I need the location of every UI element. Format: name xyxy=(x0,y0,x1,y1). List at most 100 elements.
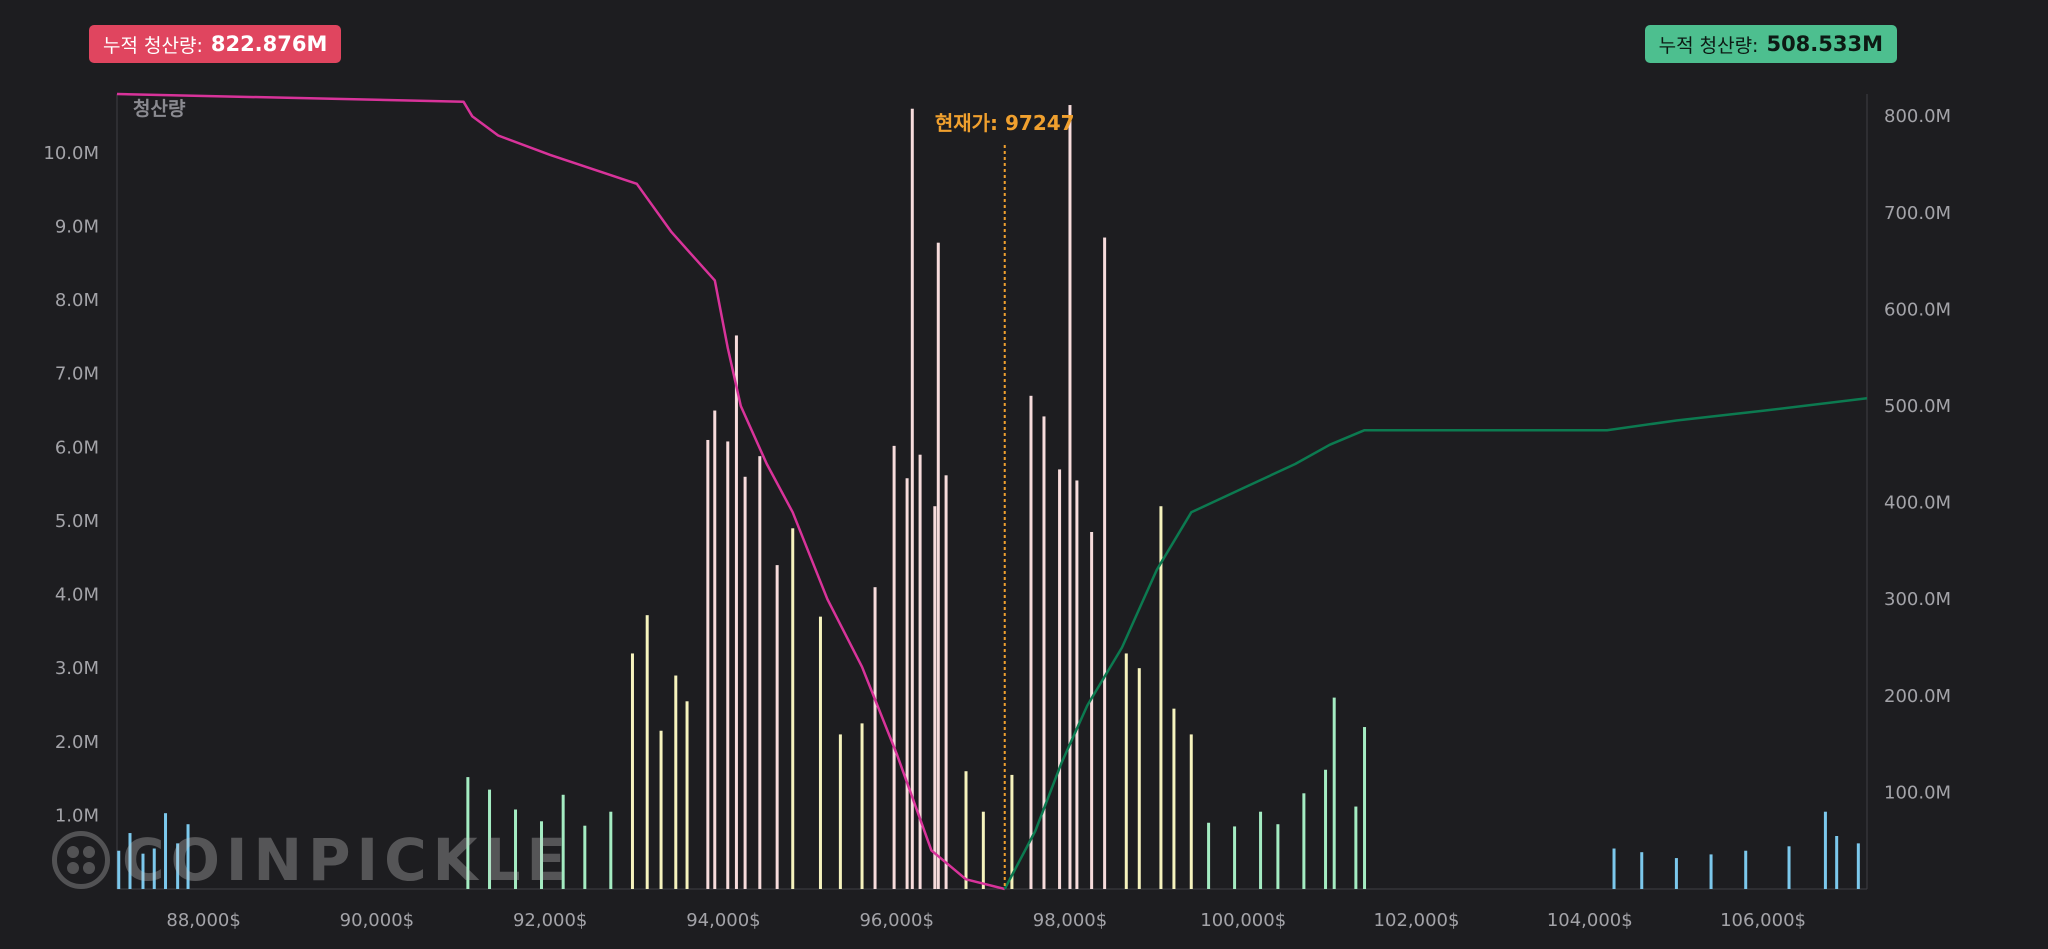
liquidation-bar xyxy=(1835,836,1839,889)
liquidation-bar xyxy=(176,843,180,889)
x-tick-label: 100,000$ xyxy=(1200,910,1286,931)
short-cumulative-value: 508.533M xyxy=(1766,32,1883,56)
current-price-label: 현재가: 97247 xyxy=(935,111,1075,135)
liquidation-bar xyxy=(726,441,730,889)
liquidation-bar xyxy=(1276,824,1280,889)
liquidation-bar xyxy=(186,824,190,889)
y-left-tick-label: 5.0M xyxy=(55,511,99,532)
y-left-tick-label: 6.0M xyxy=(55,437,99,458)
y-right-tick-label: 100.0M xyxy=(1884,782,1951,803)
cumulative-lines xyxy=(116,92,1868,891)
liquidation-bars xyxy=(117,105,1860,889)
y-left-tick-label: 2.0M xyxy=(55,732,99,753)
liquidation-bar xyxy=(514,809,518,889)
liquidation-bar xyxy=(1324,769,1328,889)
long-cumulative-line xyxy=(116,92,1006,891)
liquidation-bar xyxy=(818,616,822,889)
liquidation-bar xyxy=(944,475,948,889)
liquidation-bar xyxy=(1823,811,1827,889)
liquidation-bar xyxy=(141,853,145,889)
y-right-tick-label: 200.0M xyxy=(1884,686,1951,707)
chart-axes xyxy=(116,94,1868,890)
liquidation-bar xyxy=(1103,237,1107,889)
x-tick-label: 90,000$ xyxy=(340,910,414,931)
y-right-tick-label: 400.0M xyxy=(1884,493,1951,514)
liquidation-bar xyxy=(583,825,587,889)
liquidation-bar xyxy=(152,848,156,889)
liquidation-bar xyxy=(873,587,877,889)
x-tick-label: 104,000$ xyxy=(1547,910,1633,931)
liquidation-bar xyxy=(1075,480,1079,889)
liquidation-bar xyxy=(1363,727,1367,889)
y-left-tick-label: 1.0M xyxy=(55,805,99,826)
y-axis-title: 청산량 xyxy=(133,98,186,120)
chart-labels: 1.0M 2.0M 3.0M 4.0M 5.0M 6.0M 7.0M 8.0M 9.0M 10.0… xyxy=(43,98,1951,931)
liquidation-bar xyxy=(1612,848,1616,889)
liquidation-bar xyxy=(128,833,132,889)
liquidation-bar xyxy=(645,615,649,889)
liquidation-bar xyxy=(713,410,717,889)
x-tick-label: 94,000$ xyxy=(686,910,760,931)
liquidation-bar xyxy=(1124,653,1128,889)
liquidation-bar xyxy=(1744,850,1748,889)
short-cumulative-label: 누적 청산량: xyxy=(1658,34,1759,57)
liquidation-bar xyxy=(609,811,613,889)
liquidation-bar xyxy=(791,528,795,889)
liquidation-bar xyxy=(933,506,937,889)
liquidation-bar xyxy=(1354,806,1358,889)
x-tick-label: 92,000$ xyxy=(513,910,587,931)
y-left-tick-label: 4.0M xyxy=(55,585,99,606)
y-left-tick-label: 3.0M xyxy=(55,658,99,679)
liquidation-bar xyxy=(1709,854,1713,889)
liquidation-bar xyxy=(910,108,914,889)
long-cumulative-value: 822.876M xyxy=(210,32,328,56)
liquidation-bar xyxy=(1856,843,1860,889)
short-cumulative-line xyxy=(1003,397,1868,890)
liquidation-bar xyxy=(164,813,168,889)
liquidation-bar xyxy=(488,789,492,889)
liquidation-bar xyxy=(1159,506,1163,889)
liquidation-bar xyxy=(758,456,762,889)
liquidation-bar xyxy=(1302,793,1306,889)
liquidation-bar xyxy=(905,478,909,889)
liquidation-bar xyxy=(117,850,121,889)
y-left-tick-label: 9.0M xyxy=(55,217,99,238)
liquidation-bar xyxy=(1233,826,1237,889)
liquidation-bar xyxy=(1172,708,1176,889)
long-cumulative-badge: 누적 청산량: 822.876M xyxy=(89,25,342,63)
liquidation-bar xyxy=(1189,734,1193,889)
y-right-tick-label: 800.0M xyxy=(1884,106,1951,127)
liquidation-bar xyxy=(706,439,710,889)
liquidation-bar xyxy=(1640,852,1644,889)
liquidation-bar xyxy=(1137,668,1141,889)
liquidation-bar xyxy=(775,565,779,889)
liquidation-bar xyxy=(561,794,565,889)
liquidation-bar xyxy=(981,811,985,889)
liquidation-bar xyxy=(1058,469,1062,889)
liquidation-bar xyxy=(1332,697,1336,889)
liquidation-bar xyxy=(466,777,470,889)
y-left-tick-label: 7.0M xyxy=(55,364,99,385)
liquidation-bar xyxy=(1207,822,1211,889)
liquidation-bar xyxy=(860,723,864,889)
short-cumulative-badge: 누적 청산량: 508.533M xyxy=(1644,25,1897,63)
liquidation-bar xyxy=(674,675,678,889)
liquidation-bar xyxy=(659,730,663,889)
x-tick-label: 106,000$ xyxy=(1720,910,1806,931)
liquidation-bar xyxy=(1787,846,1791,889)
liquidation-bar xyxy=(918,454,922,889)
coinpickle-watermark: COINPICKLE xyxy=(52,826,572,894)
long-cumulative-label: 누적 청산량: xyxy=(103,34,203,57)
liquidation-bar xyxy=(734,335,738,889)
x-tick-label: 88,000$ xyxy=(166,910,240,931)
y-right-tick-label: 600.0M xyxy=(1884,299,1951,320)
liquidation-bar xyxy=(1068,105,1072,889)
liquidation-bar xyxy=(1010,774,1014,889)
liquidation-bar xyxy=(936,242,940,889)
liquidation-bar xyxy=(630,653,634,889)
liquidation-bar xyxy=(892,445,896,889)
coinpickle-logo-icon xyxy=(52,831,110,889)
liquidation-bar xyxy=(1042,416,1046,889)
liquidation-bar xyxy=(685,701,689,889)
